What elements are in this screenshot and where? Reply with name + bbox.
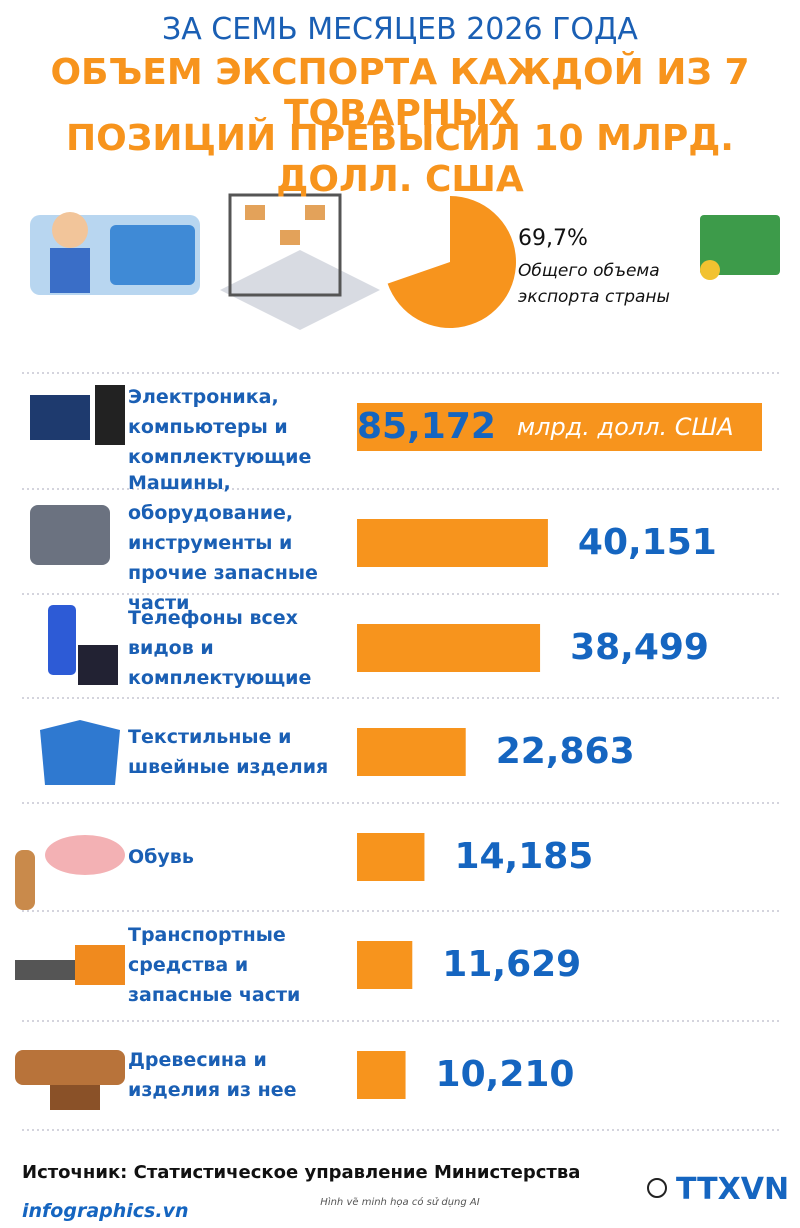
header-illustration bbox=[30, 193, 780, 330]
value-label: 85,172 bbox=[357, 406, 496, 447]
category-label: Транспортные средства и запасные части bbox=[128, 924, 301, 1006]
value-label: 11,629 bbox=[442, 944, 582, 985]
bar bbox=[357, 403, 762, 451]
bar bbox=[357, 941, 413, 989]
value-label: 14,185 bbox=[454, 836, 594, 877]
site: infographics.vn bbox=[22, 1200, 189, 1222]
category-label: Древесина и изделия из нее bbox=[128, 1049, 297, 1101]
share-text: Общего объема экспорта страны bbox=[518, 261, 670, 307]
value-label: 22,863 bbox=[495, 731, 635, 772]
bar bbox=[357, 728, 466, 776]
share-label: 69,7% bbox=[518, 226, 588, 251]
subtitle: ЗА СЕМЬ МЕСЯЦЕВ 2026 ГОДА bbox=[162, 12, 638, 47]
title-line: ОБЪЕМ ЭКСПОРТА КАЖДОЙ ИЗ 7 ТОВАРНЫХ bbox=[50, 52, 750, 134]
category-label: Машины, оборудование, инструменты и проч… bbox=[128, 472, 318, 614]
title-line: ПОЗИЦИЙ ПРЕВЫСИЛ 10 МЛРД. ДОЛЛ. США bbox=[66, 118, 734, 200]
unit-label: млрд. долл. США bbox=[517, 413, 734, 441]
bar bbox=[357, 519, 548, 567]
category-label: Текстильные и швейные изделия bbox=[128, 726, 329, 778]
footer-bg bbox=[0, 1118, 800, 1228]
value-label: 10,210 bbox=[435, 1054, 575, 1095]
bar bbox=[357, 833, 425, 881]
note: Hình vẽ minh họa có sử dụng AI bbox=[320, 1197, 480, 1208]
bar bbox=[357, 1051, 406, 1099]
category-label: Электроника, компьютеры и комплектующие bbox=[128, 386, 312, 468]
value-label: 38,499 bbox=[570, 627, 709, 668]
value-label: 40,151 bbox=[577, 522, 717, 563]
logo: TTXVN bbox=[676, 1172, 790, 1207]
bar bbox=[357, 624, 541, 672]
logo-mark bbox=[647, 1178, 667, 1198]
row-icons bbox=[15, 385, 125, 1110]
source: Источник: Статистическое управление Мини… bbox=[22, 1162, 581, 1183]
category-label: Обувь bbox=[128, 846, 194, 868]
share-wedge bbox=[387, 196, 516, 328]
category-label: Телефоны всех видов и комплектующие bbox=[128, 607, 312, 689]
